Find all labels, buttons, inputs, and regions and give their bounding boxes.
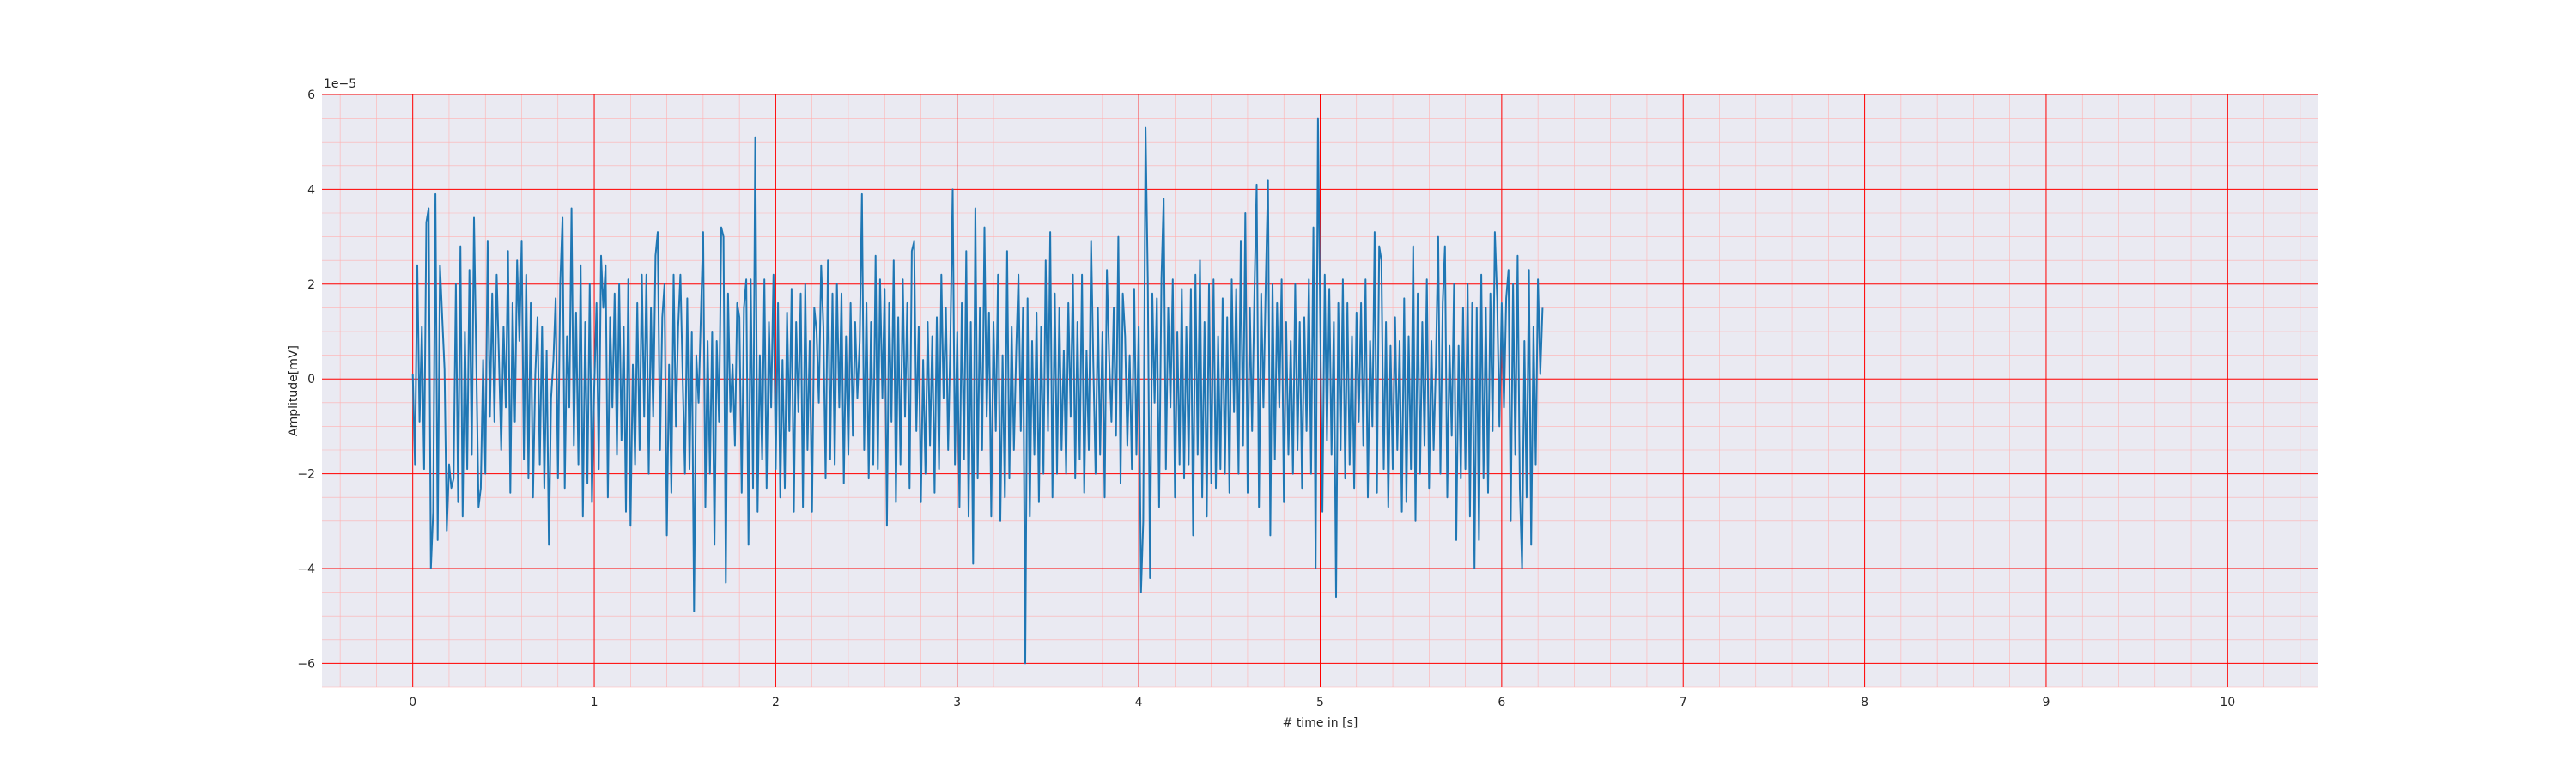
y-tick-label: 4 (307, 183, 315, 197)
x-tick-label: 2 (772, 696, 780, 709)
y-tick-label: 2 (307, 278, 315, 292)
x-tick-label: 6 (1498, 696, 1505, 709)
x-tick-label: 4 (1135, 696, 1143, 709)
x-tick-label: 8 (1861, 696, 1868, 709)
x-tick-label: 3 (953, 696, 961, 709)
x-axis-ticks: 0 1 2 3 4 5 6 7 8 9 10 (409, 696, 2235, 709)
x-tick-label: 7 (1680, 696, 1687, 709)
y-tick-label: −2 (297, 468, 315, 482)
y-axis-label: Amplitude[mV] (287, 345, 301, 436)
y-axis-offset-text: 1e−5 (324, 77, 356, 91)
x-tick-label: 0 (409, 696, 416, 709)
y-tick-label: 0 (307, 373, 315, 386)
y-tick-label: 6 (307, 88, 315, 102)
y-tick-label: −4 (297, 563, 315, 576)
x-tick-label: 5 (1316, 696, 1324, 709)
x-tick-label: 1 (591, 696, 598, 709)
x-axis-label: # time in [s] (1283, 716, 1358, 730)
y-tick-label: −6 (297, 657, 315, 671)
x-tick-label: 10 (2220, 696, 2235, 709)
x-tick-label: 9 (2042, 696, 2050, 709)
